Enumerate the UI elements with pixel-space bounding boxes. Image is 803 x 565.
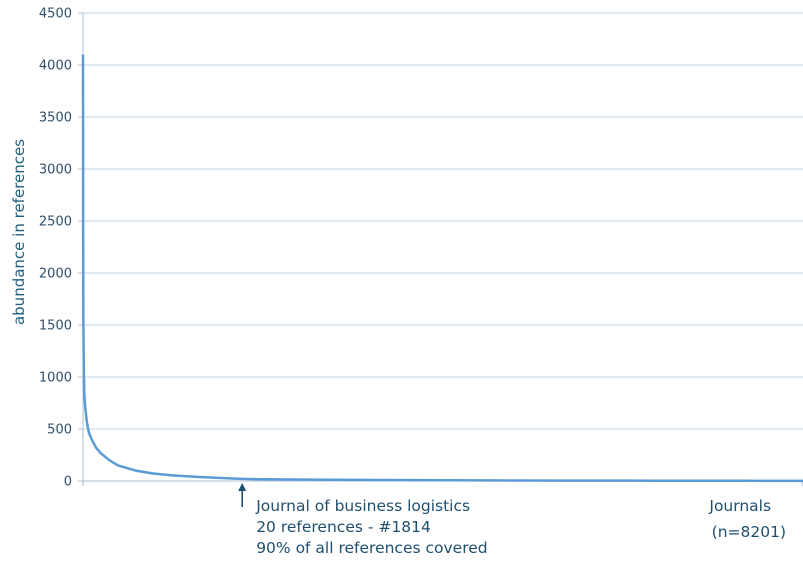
y-tick-label: 1500 xyxy=(39,319,72,334)
y-tick-label: 3000 xyxy=(39,163,72,178)
y-tick-label: 2000 xyxy=(39,267,72,282)
y-tick-label: 1000 xyxy=(39,371,72,386)
y-tick-label: 4500 xyxy=(39,7,72,22)
annotation-line: 90% of all references covered xyxy=(256,539,487,557)
series-layer xyxy=(81,54,803,483)
annotation-line: Journal of business logistics xyxy=(255,497,470,515)
y-tick-labels: 0 500 1000 1500 2000 2500 3000 3500 4000 4500 xyxy=(39,7,72,490)
series-line xyxy=(81,54,803,483)
y-tick-label: 500 xyxy=(47,423,72,438)
axes xyxy=(78,12,803,486)
y-tick-label: 2500 xyxy=(39,215,72,230)
y-tick-label: 3500 xyxy=(39,111,72,126)
x-axis-label-line-2: (n=8201) xyxy=(712,523,786,541)
y-axis-label: abundance in references xyxy=(10,139,28,325)
annotation-arrowhead xyxy=(238,483,247,491)
gridlines xyxy=(83,12,803,430)
y-tick-label: 0 xyxy=(64,475,72,490)
annotation: Journal of business logistics 20 referenc… xyxy=(238,483,488,557)
x-axis-label: Journals (n=8201) xyxy=(708,497,786,541)
annotation-line: 20 references - #1814 xyxy=(256,518,431,536)
y-tick-label: 4000 xyxy=(39,59,72,74)
x-axis-label-line-1: Journals xyxy=(708,497,771,515)
